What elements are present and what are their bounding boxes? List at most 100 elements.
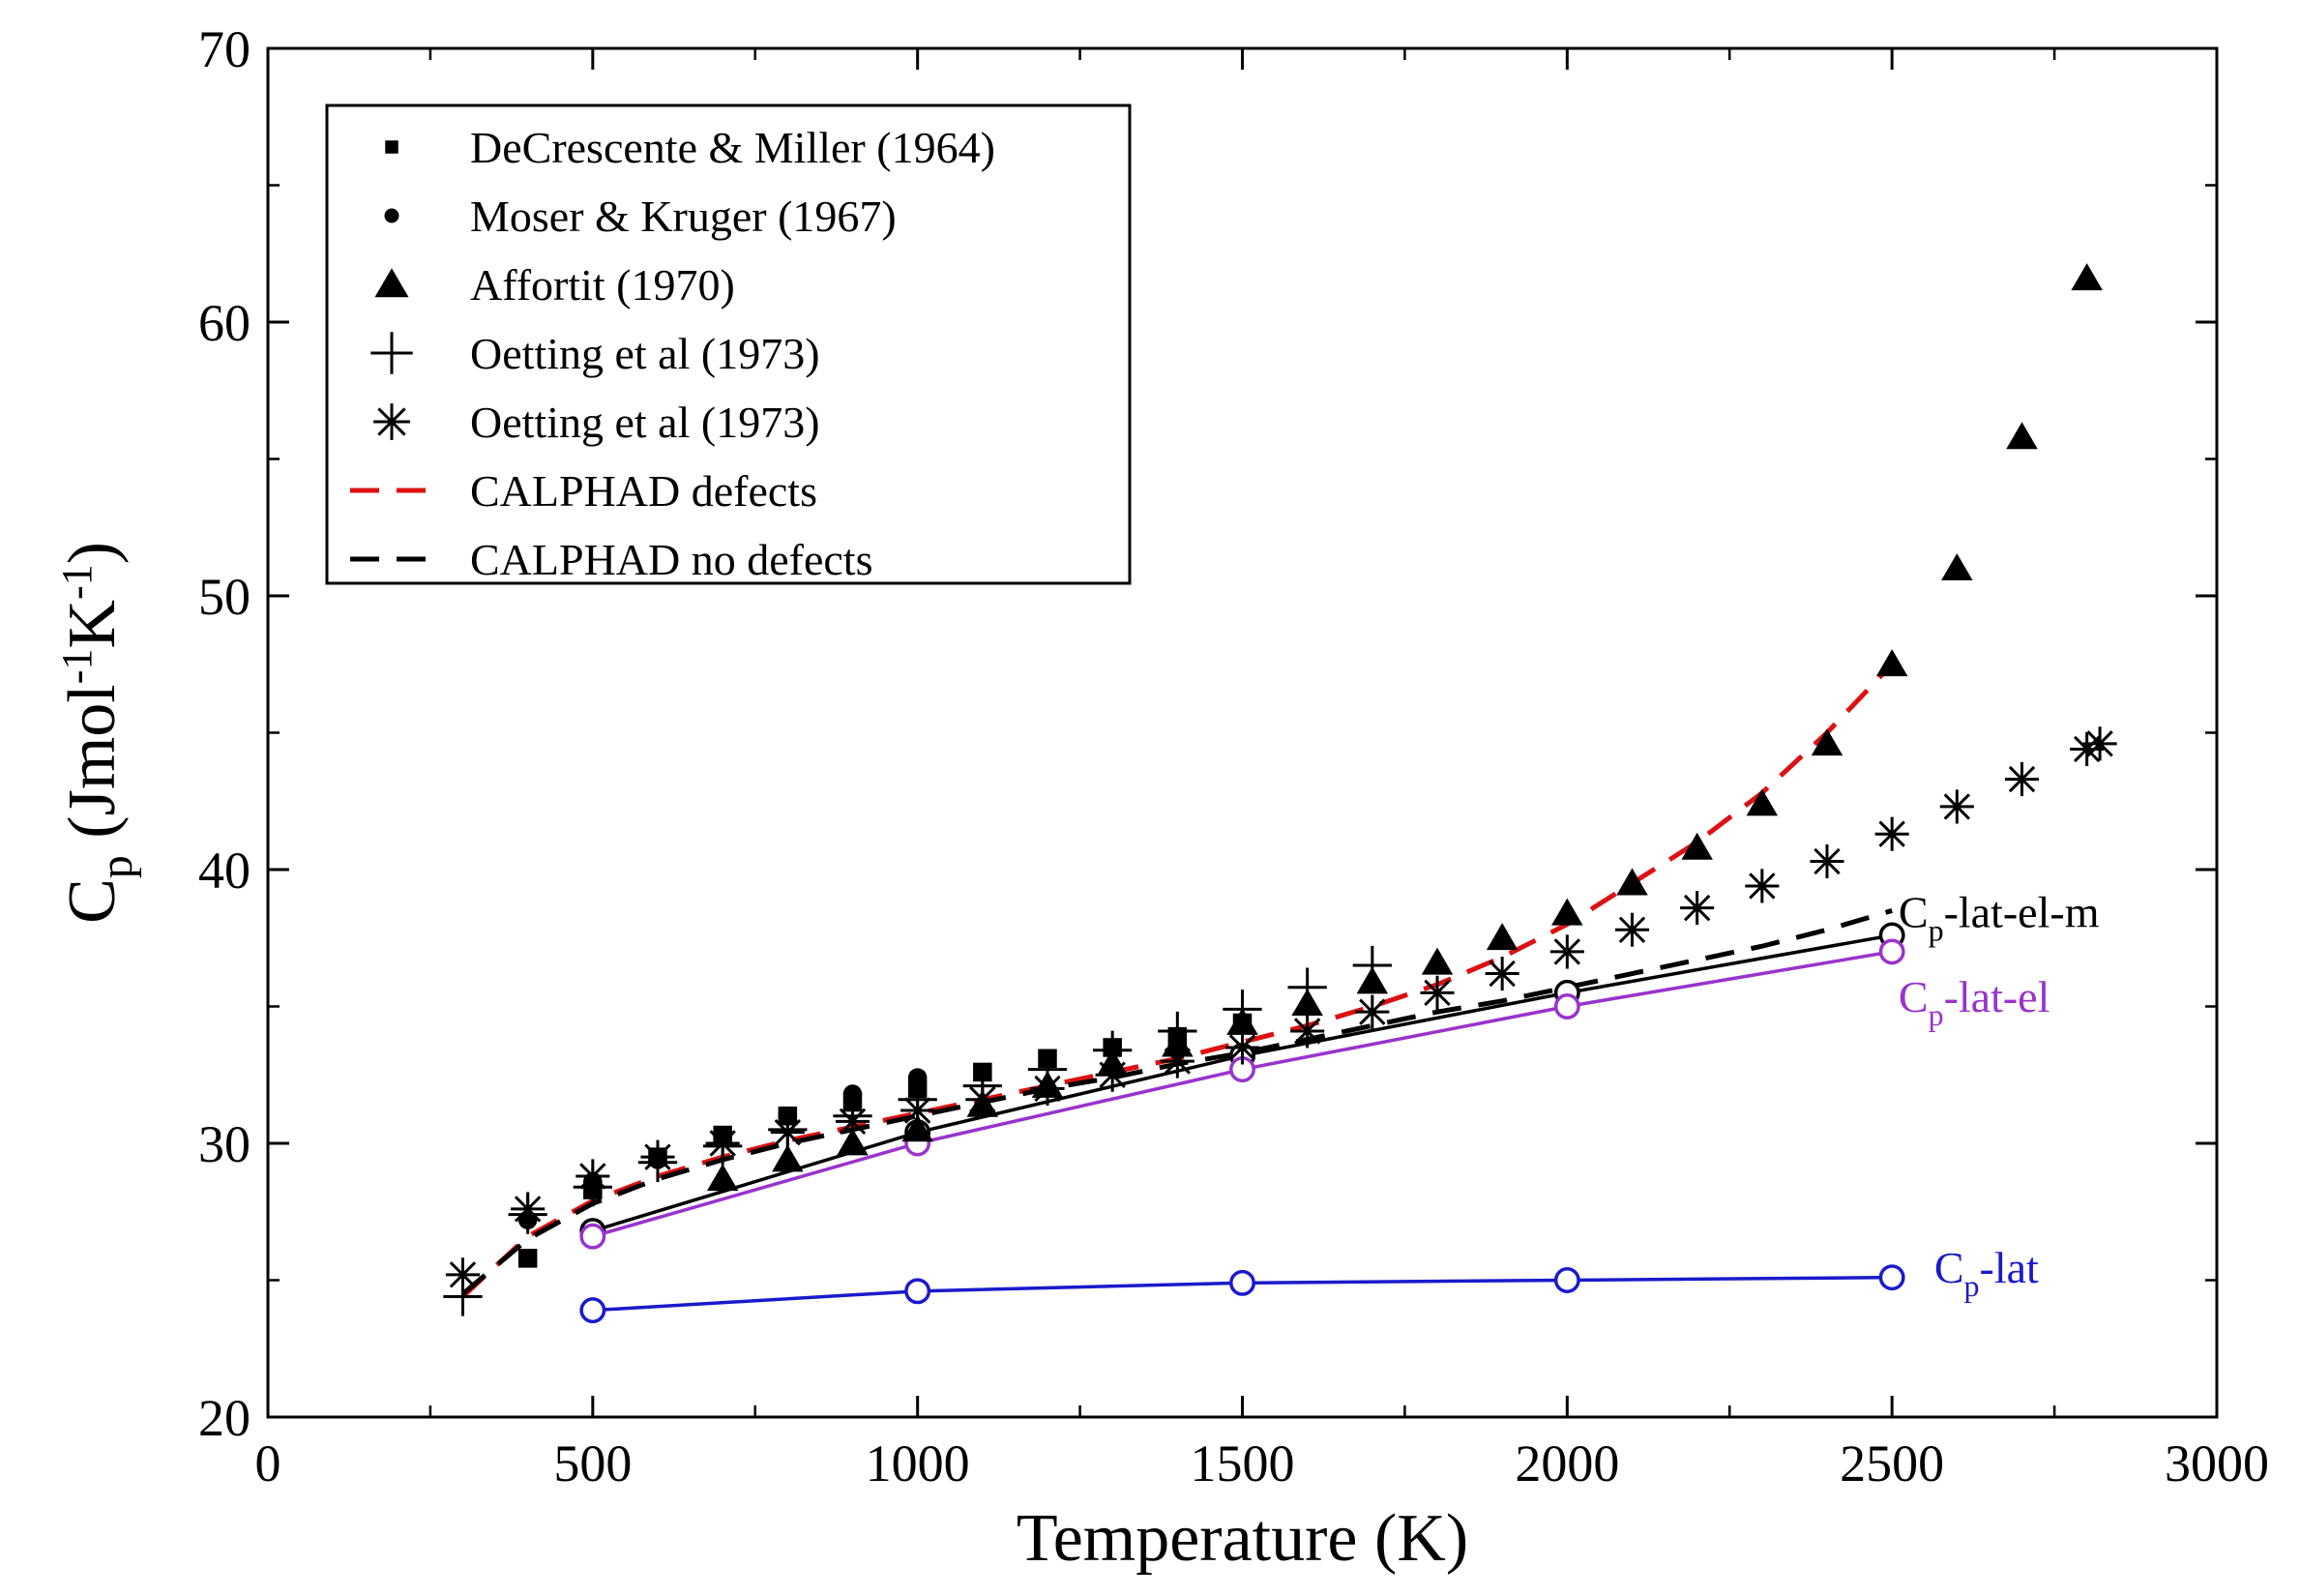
legend-item: Oetting et al (1973): [373, 398, 820, 447]
series-line: [592, 933, 1893, 1233]
marker-star: [1549, 934, 1584, 969]
marker-triangle: [901, 1114, 933, 1142]
curve-label-text: -lat-el-m: [1944, 887, 2100, 936]
marker-plus: [1352, 945, 1392, 986]
marker-star: [445, 1257, 481, 1292]
curve-label: Cp-lat-el-m: [1899, 887, 2100, 947]
x-tick-label: 1000: [866, 1434, 970, 1493]
marker-triangle: [1811, 728, 1843, 756]
x-axis-title: Temperature (K): [1017, 1501, 1468, 1576]
marker-star: [1810, 843, 1844, 879]
marker-triangle: [1421, 947, 1454, 975]
marker-square: [517, 1249, 538, 1268]
curve-label-text: -lat: [1980, 1243, 2040, 1292]
marker-star: [1030, 1071, 1065, 1106]
marker-star: [2070, 731, 2105, 767]
curve-label-base: C: [1899, 887, 1929, 936]
y-tick-label: 20: [198, 1389, 251, 1447]
marker-star: [835, 1104, 870, 1138]
marker-open-circle: [579, 1223, 606, 1250]
curve-label-sub: p: [1929, 997, 1944, 1032]
marker-triangle: [1486, 923, 1519, 951]
marker-star: [1160, 1044, 1194, 1079]
marker-star: [1939, 789, 1974, 824]
marker-triangle: [706, 1164, 739, 1192]
series-5: [460, 663, 1894, 1299]
y-tick-label: 60: [198, 294, 251, 352]
marker-star: [575, 1159, 610, 1194]
marker-star: [1290, 1014, 1325, 1049]
y-tick-label: 40: [198, 842, 251, 900]
x-tick-label: 3000: [2165, 1434, 2269, 1493]
marker-star: [900, 1093, 935, 1128]
legend-label: Oetting et al (1973): [470, 398, 820, 447]
y-title-unit-suffix: ): [55, 542, 130, 564]
marker-plus: [1287, 967, 1327, 1007]
legend-items: DeCrescente & Miller (1964) Moser & Kruge…: [350, 123, 995, 584]
curve-label-sub: p: [1929, 912, 1944, 947]
marker-open-circle: [1553, 993, 1580, 1020]
y-title-unit-mid: K: [55, 600, 130, 649]
x-tick-label: 2500: [1840, 1434, 1944, 1493]
legend-label: Moser & Kruger (1967): [470, 192, 897, 241]
marker-circle: [842, 1084, 863, 1104]
legend-label: Oetting et al (1973): [470, 329, 820, 378]
legend-box: [325, 103, 1132, 585]
curve-label-base: C: [1899, 972, 1929, 1021]
y-title-exp2: -1: [53, 564, 101, 600]
marker-star: [1420, 975, 1455, 1010]
legend-item: Moser & Kruger (1967): [384, 192, 897, 241]
legend-item: Affortit (1970): [374, 260, 735, 310]
marker-star: [2082, 726, 2117, 761]
marker-star: [770, 1115, 805, 1150]
series-line: [460, 908, 1893, 1296]
marker-open-circle: [1878, 1264, 1905, 1291]
series-6: [460, 908, 1893, 1296]
legend-label: CALPHAD defects: [470, 466, 817, 516]
marker-plus: [1223, 990, 1262, 1029]
legend-label: Affortit (1970): [470, 260, 735, 310]
x-tick-label: 1500: [1191, 1434, 1295, 1493]
marker-square: [385, 140, 398, 154]
y-title-base: C: [55, 878, 130, 924]
legend-item: CALPHAD defects: [350, 466, 817, 516]
marker-star: [373, 403, 410, 440]
y-title-sub: p: [91, 855, 142, 878]
marker-star: [1355, 994, 1390, 1029]
marker-star: [1485, 956, 1519, 991]
marker-plus: [1158, 1011, 1197, 1051]
y-title-unit-prefix: (Jmol: [55, 684, 130, 855]
marker-triangle: [2071, 263, 2103, 291]
y-tick-label: 30: [198, 1115, 251, 1173]
marker-circle: [907, 1068, 928, 1087]
legend-label: CALPHAD no defects: [470, 535, 873, 584]
x-tick-label: 500: [553, 1434, 632, 1493]
marker-star: [1614, 912, 1650, 947]
series-4: [445, 726, 2117, 1292]
x-axis: 0 500 1000 1500 2000 2500 3000: [255, 48, 2269, 1493]
marker-open-circle: [1229, 1269, 1255, 1296]
x-tick-label: 2000: [1515, 1434, 1619, 1493]
marker-open-circle: [1878, 938, 1905, 965]
legend: DeCrescente & Miller (1964) Moser & Kruge…: [325, 103, 1132, 585]
legend-item: DeCrescente & Miller (1964): [385, 123, 995, 172]
x-tick-label: 0: [255, 1434, 281, 1493]
marker-triangle: [1941, 553, 1973, 581]
legend-item: Oetting et al (1973): [370, 329, 820, 378]
series-7: [579, 922, 1905, 1245]
marker-star: [1224, 1030, 1260, 1065]
series-layer: [443, 263, 2117, 1324]
curve-label-text: -lat-el: [1944, 972, 2050, 1021]
marker-star: [511, 1192, 546, 1227]
marker-circle: [384, 208, 399, 223]
curve-label: Cp-lat-el: [1899, 972, 2050, 1032]
marker-triangle: [1551, 898, 1583, 926]
marker-star: [640, 1139, 675, 1174]
marker-open-circle: [1553, 1267, 1580, 1293]
marker-star: [1095, 1057, 1130, 1092]
curve-label-sub: p: [1964, 1268, 1980, 1303]
legend-label: DeCrescente & Miller (1964): [470, 123, 995, 172]
marker-triangle: [374, 268, 409, 298]
